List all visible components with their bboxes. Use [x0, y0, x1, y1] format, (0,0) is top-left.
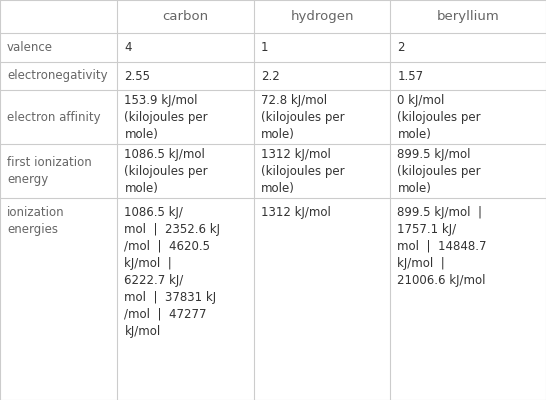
Text: 1086.5 kJ/
mol  |  2352.6 kJ
/mol  |  4620.5
kJ/mol  |
6222.7 kJ/
mol  |  37831 : 1086.5 kJ/ mol | 2352.6 kJ /mol | 4620.5… — [124, 206, 221, 338]
Text: 2.55: 2.55 — [124, 70, 151, 82]
Text: 1.57: 1.57 — [397, 70, 424, 82]
Text: 899.5 kJ/mol  |
1757.1 kJ/
mol  |  14848.7
kJ/mol  |
21006.6 kJ/mol: 899.5 kJ/mol | 1757.1 kJ/ mol | 14848.7 … — [397, 206, 487, 286]
Text: electronegativity: electronegativity — [7, 70, 108, 82]
Text: 1312 kJ/mol
(kilojoules per
mole): 1312 kJ/mol (kilojoules per mole) — [261, 148, 345, 195]
Text: 72.8 kJ/mol
(kilojoules per
mole): 72.8 kJ/mol (kilojoules per mole) — [261, 94, 345, 141]
Text: beryllium: beryllium — [437, 10, 500, 23]
Text: 899.5 kJ/mol
(kilojoules per
mole): 899.5 kJ/mol (kilojoules per mole) — [397, 148, 481, 195]
Text: 2.2: 2.2 — [261, 70, 280, 82]
Text: 2: 2 — [397, 41, 405, 54]
Text: valence: valence — [7, 41, 53, 54]
Text: first ionization
energy: first ionization energy — [7, 156, 92, 186]
Text: 153.9 kJ/mol
(kilojoules per
mole): 153.9 kJ/mol (kilojoules per mole) — [124, 94, 208, 141]
Text: 1086.5 kJ/mol
(kilojoules per
mole): 1086.5 kJ/mol (kilojoules per mole) — [124, 148, 208, 195]
Text: 4: 4 — [124, 41, 132, 54]
Text: electron affinity: electron affinity — [7, 111, 100, 124]
Text: hydrogen: hydrogen — [290, 10, 354, 23]
Text: ionization
energies: ionization energies — [7, 206, 65, 236]
Text: 0 kJ/mol
(kilojoules per
mole): 0 kJ/mol (kilojoules per mole) — [397, 94, 481, 141]
Text: carbon: carbon — [163, 10, 209, 23]
Text: 1: 1 — [261, 41, 269, 54]
Text: 1312 kJ/mol: 1312 kJ/mol — [261, 206, 331, 218]
